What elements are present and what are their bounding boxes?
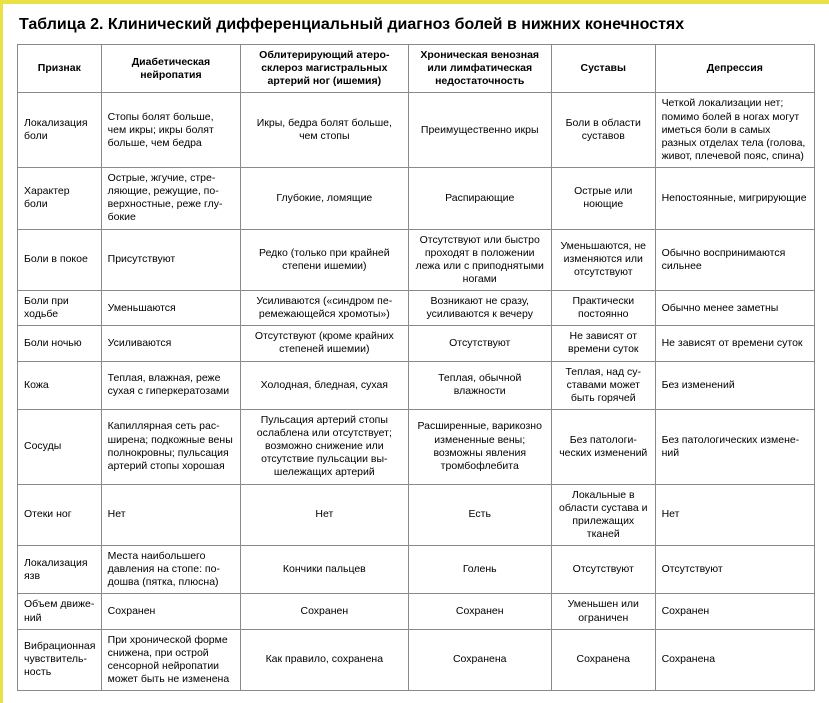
cell: Локальные в области суста­ва и прилежа­щ… [551,484,655,546]
cell: Теплая, обычной влажности [408,361,551,409]
cell: Сохранен [241,594,408,629]
table-row: СосудыКапиллярная сеть рас­ширена; подко… [18,409,815,484]
table-row: Вибрационная чувствитель­ностьПри хронич… [18,629,815,691]
cell: Без изменений [655,361,814,409]
col-header: Облитерирующий атеро­склероз магистральн… [241,45,408,93]
cell: Сохранен [101,594,240,629]
cell: Четкой локализации нет; помимо болей в н… [655,93,814,168]
col-header: Депрессия [655,45,814,93]
cell: Практически постоянно [551,291,655,326]
cell: Сохранен [408,594,551,629]
diff-diagnosis-table: Признак Диабетическая нейропатия Облитер… [17,44,815,691]
cell: Присутствуют [101,229,240,291]
row-label: Характер боли [18,168,102,230]
cell: Нет [655,484,814,546]
cell: Места наибольшего давления на стопе: по­… [101,546,240,594]
table-row: Отеки ногНетНетЕстьЛокальные в области с… [18,484,815,546]
cell: Голень [408,546,551,594]
cell: Распирающие [408,168,551,230]
table-row: Локализация язвМеста наибольшего давлени… [18,546,815,594]
cell: Отсутствуют (кроме край­них степеней ише… [241,326,408,361]
row-label: Боли при ходьбе [18,291,102,326]
col-header: Признак [18,45,102,93]
cell: Не зависят от времени суток [655,326,814,361]
cell: Отсутствуют [551,546,655,594]
cell: Непостоянные, мигрирую­щие [655,168,814,230]
row-label: Локализация боли [18,93,102,168]
cell: Уменьшен или ограничен [551,594,655,629]
cell: Теплая, влажная, реже сухая с гиперкерат… [101,361,240,409]
row-label: Вибрационная чувствитель­ность [18,629,102,691]
cell: Без патологи­ческих измене­ний [551,409,655,484]
table-title: Таблица 2. Клинический дифференциальный … [19,16,815,34]
cell: Не зависят от времени суток [551,326,655,361]
cell: Икры, бедра болят больше, чем стопы [241,93,408,168]
col-header: Суставы [551,45,655,93]
cell: Стопы болят больше, чем икры; икры болят… [101,93,240,168]
row-label: Боли в покое [18,229,102,291]
cell: Расширенные, вари­козно измененные ве­ны… [408,409,551,484]
cell: Глубокие, ломящие [241,168,408,230]
row-label: Сосуды [18,409,102,484]
cell: Холодная, бледная, сухая [241,361,408,409]
cell: Возникают не сразу, усиливаются к вечеру [408,291,551,326]
cell: Уменьшаются, не изменяются или отсут­ств… [551,229,655,291]
cell: Кончики пальцев [241,546,408,594]
cell: Усиливаются («синдром пе­ремежающейся хр… [241,291,408,326]
cell: Острые или ноющие [551,168,655,230]
document-page: Таблица 2. Клинический дифференциальный … [0,0,829,703]
cell: Теплая, над су­ставами может быть горяче… [551,361,655,409]
cell: Обычно воспринимаются сильнее [655,229,814,291]
col-header: Хроническая венозная или лимфатическая н… [408,45,551,93]
table-row: Боли при ходьбеУменьшаютсяУсиливаются («… [18,291,815,326]
cell: Пульсация артерий стопы ослаблена или от… [241,409,408,484]
cell: Нет [241,484,408,546]
cell: Сохранена [655,629,814,691]
cell: Отсутствуют [408,326,551,361]
cell: Редко (только при крайней степени ишемии… [241,229,408,291]
table-body: Локализация болиСтопы болят больше, чем … [18,93,815,691]
cell: Отсутствуют [655,546,814,594]
cell: Без патологических измене­ний [655,409,814,484]
row-label: Кожа [18,361,102,409]
table-row: Объем движе­нийСохраненСохраненСохраненУ… [18,594,815,629]
cell: Обычно менее заметны [655,291,814,326]
cell: Есть [408,484,551,546]
cell: Сохранена [408,629,551,691]
cell: Сохранена [551,629,655,691]
row-label: Локализация язв [18,546,102,594]
cell: Усиливаются [101,326,240,361]
table-row: Боли в покоеПрисутствуютРедко (только пр… [18,229,815,291]
cell: Боли в области суставов [551,93,655,168]
cell: Как правило, сохранена [241,629,408,691]
row-label: Боли ночью [18,326,102,361]
cell: Уменьшаются [101,291,240,326]
cell: При хронической форме снижена, при остро… [101,629,240,691]
table-row: Боли ночьюУсиливаютсяОтсутствуют (кроме … [18,326,815,361]
cell: Отсутствуют или бы­стро проходят в поло­… [408,229,551,291]
cell: Сохранен [655,594,814,629]
col-header: Диабетическая нейропатия [101,45,240,93]
cell: Нет [101,484,240,546]
table-row: Локализация болиСтопы болят больше, чем … [18,93,815,168]
row-label: Отеки ног [18,484,102,546]
row-label: Объем движе­ний [18,594,102,629]
table-row: Характер болиОстрые, жгучие, стре­ляющие… [18,168,815,230]
cell: Капиллярная сеть рас­ширена; подкожные в… [101,409,240,484]
table-row: КожаТеплая, влажная, реже сухая с гиперк… [18,361,815,409]
cell: Острые, жгучие, стре­ляющие, режущие, по… [101,168,240,230]
cell: Преимущественно ик­ры [408,93,551,168]
table-header: Признак Диабетическая нейропатия Облитер… [18,45,815,93]
